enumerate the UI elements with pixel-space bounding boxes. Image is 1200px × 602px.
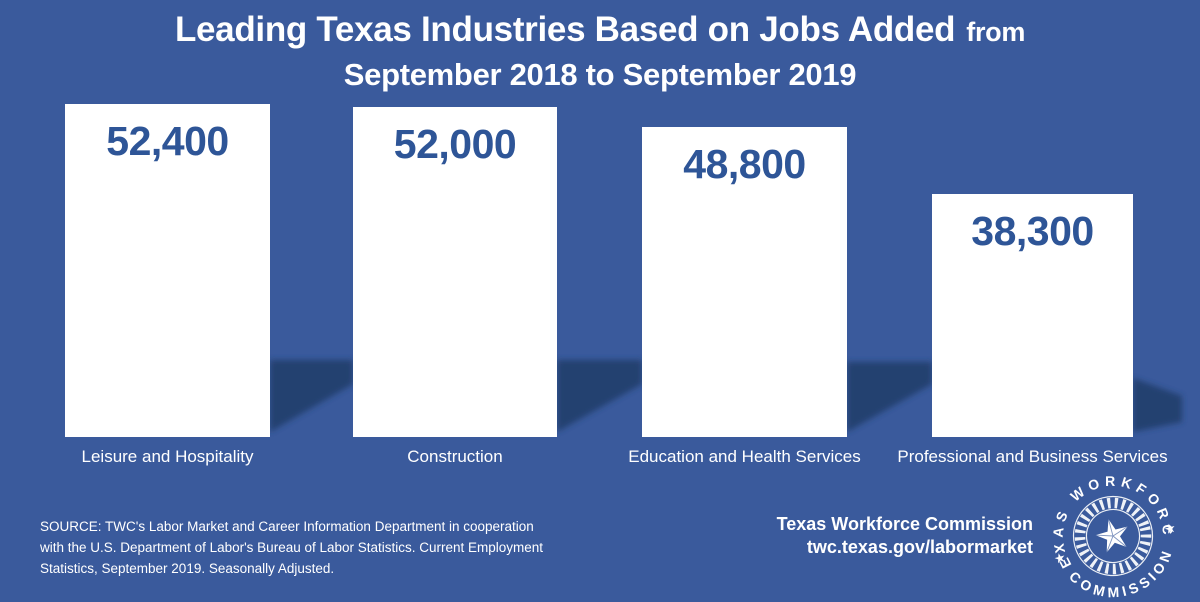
title-line-2: September 2018 to September 2019: [343, 57, 857, 92]
bar: 48,800: [642, 127, 847, 437]
title-line-1: Leading Texas Industries Based on Jobs A…: [0, 8, 1200, 54]
footer-org-block: Texas Workforce Commission twc.texas.gov…: [777, 513, 1033, 559]
bar: 52,400: [65, 104, 270, 437]
bar: 52,000: [353, 107, 557, 437]
source-note: SOURCE: TWC's Labor Market and Career In…: [40, 516, 543, 579]
bar-value: 38,300: [971, 208, 1094, 254]
bar-column-leisure-hospitality: 52,400 Leisure and Hospitality: [65, 0, 270, 602]
bar-column-professional-business: 38,300 Professional and Business Service…: [897, 0, 1168, 602]
org-url: twc.texas.gov/labormarket: [806, 537, 1033, 557]
bar-label: Professional and Business Services: [897, 447, 1168, 466]
source-line: with the U.S. Department of Labor's Bure…: [40, 540, 544, 555]
source-line: Statistics, September 2019. Seasonally A…: [40, 561, 335, 576]
bar-shadow-icon: [557, 360, 642, 432]
bar-value: 52,000: [393, 121, 517, 167]
bar-label: Education and Health Services: [628, 447, 861, 466]
title-main-text: Leading Texas Industries Based on Jobs A…: [174, 10, 956, 49]
seal-side-star-icon: ★: [1162, 520, 1177, 538]
bar-shadow-icon: [1133, 378, 1182, 432]
bar-label: Construction: [407, 447, 503, 466]
bar-column-construction: 52,000 Construction: [353, 0, 557, 602]
org-name: Texas Workforce Commission: [776, 514, 1033, 534]
title-block: Leading Texas Industries Based on Jobs A…: [0, 8, 1200, 96]
bar-column-education-health: 48,800 Education and Health Services: [628, 0, 861, 602]
bar-shadow-icon: [847, 362, 932, 432]
source-line: SOURCE: TWC's Labor Market and Career In…: [40, 519, 534, 534]
title-from-text: from: [966, 17, 1026, 47]
bar-shadow-icon: [270, 360, 353, 432]
bar-label: Leisure and Hospitality: [81, 447, 254, 466]
star-icon: [1095, 518, 1128, 553]
bar-value: 52,400: [106, 118, 229, 164]
twc-seal-logo: TEXAS WORKFORCE COMMISSION ★ ★: [1043, 466, 1183, 602]
bar-value: 48,800: [683, 141, 806, 187]
wreath-icon: [1072, 495, 1154, 577]
seal-side-star-icon: ★: [1052, 549, 1067, 567]
bar: 38,300: [932, 194, 1133, 437]
